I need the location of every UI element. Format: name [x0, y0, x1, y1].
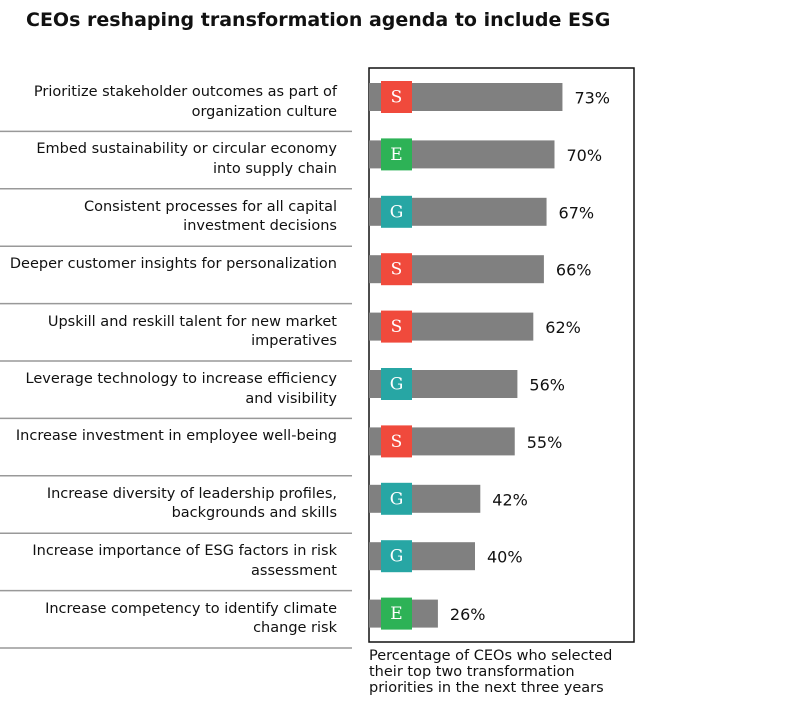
esg-badge-label: S — [391, 88, 403, 108]
esg-badge — [381, 540, 412, 573]
value-label: 26% — [450, 605, 486, 624]
esg-badge-label: E — [390, 145, 402, 165]
esg-badge — [381, 425, 412, 458]
value-label: 67% — [559, 203, 595, 222]
category-label: Prioritize stakeholder outcomes as part … — [33, 84, 337, 120]
esg-badge — [381, 81, 412, 113]
esg-badge — [381, 195, 412, 228]
chart-title: CEOs reshaping transformation agenda to … — [26, 9, 611, 31]
esg-badge — [381, 368, 412, 400]
category-label: Increase competency to identify climate … — [45, 600, 337, 637]
value-label: 56% — [529, 376, 565, 395]
plot-frame — [368, 67, 635, 643]
esg-badge — [381, 482, 412, 515]
esg-badge-label: G — [390, 547, 404, 567]
esg-badge-label: G — [390, 375, 404, 395]
value-label: 70% — [567, 146, 603, 165]
value-label: 73% — [574, 89, 610, 108]
value-label: 42% — [492, 490, 528, 509]
esg-badge — [381, 310, 412, 343]
value-label: 55% — [527, 433, 563, 452]
category-label: Upskill and reskill talent for new marke… — [47, 313, 337, 350]
esg-badge-label: S — [391, 432, 403, 452]
category-label: Increase investment in employee well-bei… — [15, 428, 337, 445]
category-label: Embed sustainability or circular economy… — [36, 141, 337, 177]
esg-badge — [381, 253, 412, 286]
value-label: 66% — [556, 261, 592, 280]
chart-note: Percentage of CEOs who selected their to… — [369, 648, 613, 696]
esg-badge — [381, 597, 412, 630]
esg-badge-label: E — [390, 604, 402, 624]
esg-badge-label: S — [391, 317, 403, 337]
category-label: Deeper customer insights for personaliza… — [9, 256, 337, 273]
value-label: 40% — [487, 548, 523, 567]
category-label: Consistent processes for all capital inv… — [83, 198, 337, 235]
category-label: Leverage technology to increase efficien… — [25, 371, 337, 407]
esg-badge — [381, 138, 412, 171]
value-label: 62% — [545, 318, 581, 337]
esg-badge-label: G — [390, 202, 404, 222]
category-label: Increase diversity of leadership profile… — [46, 485, 337, 522]
esg-badge-label: S — [391, 260, 403, 280]
category-label: Increase importance of ESG factors in ri… — [32, 543, 337, 579]
esg-badge-label: G — [390, 489, 404, 509]
